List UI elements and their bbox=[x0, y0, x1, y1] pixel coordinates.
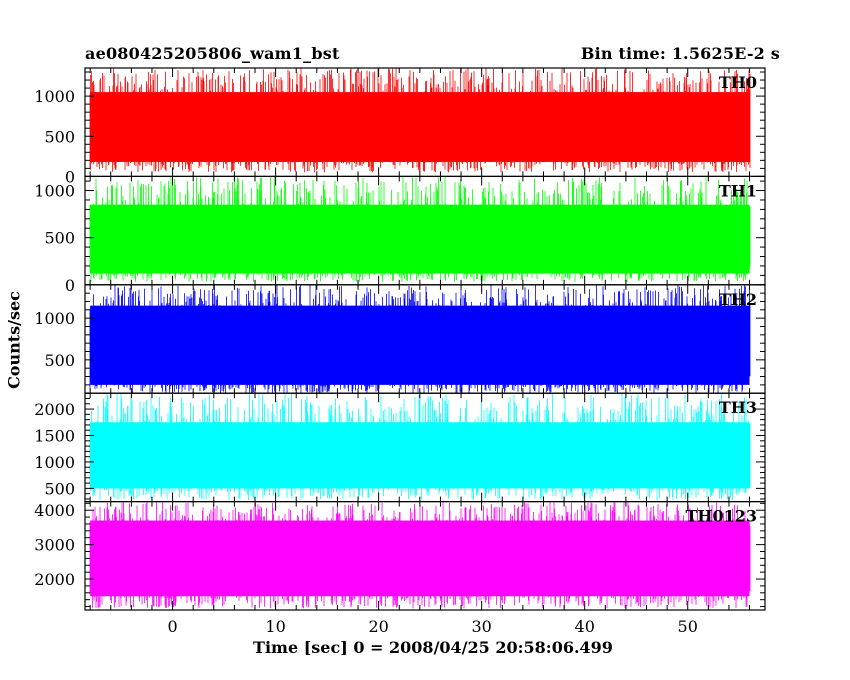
panel-frame bbox=[84, 501, 766, 611]
panel-th2: 500 1000 TH2 bbox=[34, 284, 766, 394]
panel-th1: 0 500 1000 TH1 bbox=[34, 175, 766, 295]
x-axis-label: Time [sec] 0 = 2008/04/25 20:58:06.499 bbox=[253, 638, 613, 657]
y-tick-label: 1000 bbox=[34, 182, 75, 201]
legend-label-th2: TH2 bbox=[719, 290, 757, 309]
x-tick-label: 0 bbox=[167, 617, 177, 636]
x-tick-label: 30 bbox=[471, 617, 491, 636]
y-tick-label: 1000 bbox=[34, 453, 75, 472]
y-tick-label: 1000 bbox=[34, 309, 75, 328]
legend-label-th3: TH3 bbox=[719, 398, 757, 417]
legend-label-th1: TH1 bbox=[719, 181, 757, 200]
bin-time-label: Bin time: 1.5625E-2 s bbox=[580, 44, 780, 63]
x-tick-label: 10 bbox=[265, 617, 285, 636]
series-line-th2 bbox=[89, 285, 751, 393]
panel-th3: 500 1000 1500 2000 TH3 bbox=[34, 392, 766, 503]
y-tick-label: 500 bbox=[44, 229, 75, 248]
series-line-th0 bbox=[89, 68, 751, 173]
y-tick-label: 1500 bbox=[34, 427, 75, 446]
x-tick-label: 50 bbox=[678, 617, 698, 636]
panel-th0123: 2000 3000 4000 TH0123 bbox=[34, 501, 766, 611]
y-tick-label: 500 bbox=[44, 479, 75, 498]
x-tick-label: 40 bbox=[575, 617, 595, 636]
chart-title: ae080425205806_wam1_bst bbox=[85, 44, 340, 63]
y-axis-label: Counts/sec bbox=[4, 291, 24, 389]
y-tick-label: 0 bbox=[65, 276, 75, 295]
legend-label-th0: TH0 bbox=[719, 73, 757, 92]
y-tick-label: 4000 bbox=[34, 501, 75, 520]
y-tick-label: 2000 bbox=[34, 570, 75, 589]
y-tick-label: 0 bbox=[65, 167, 75, 186]
y-tick-label: 500 bbox=[44, 127, 75, 146]
y-tick-label: 1000 bbox=[34, 87, 75, 106]
y-tick-label: 3000 bbox=[34, 536, 75, 555]
y-tick-label: 500 bbox=[44, 351, 75, 370]
series-line-th1 bbox=[89, 176, 751, 282]
y-tick-label: 2000 bbox=[34, 400, 75, 419]
panel-th0: 0 500 1000 TH0 bbox=[34, 67, 766, 186]
legend-label-th0123: TH0123 bbox=[685, 507, 757, 526]
series-line-th3 bbox=[89, 393, 751, 500]
x-tick-label: 20 bbox=[368, 617, 388, 636]
